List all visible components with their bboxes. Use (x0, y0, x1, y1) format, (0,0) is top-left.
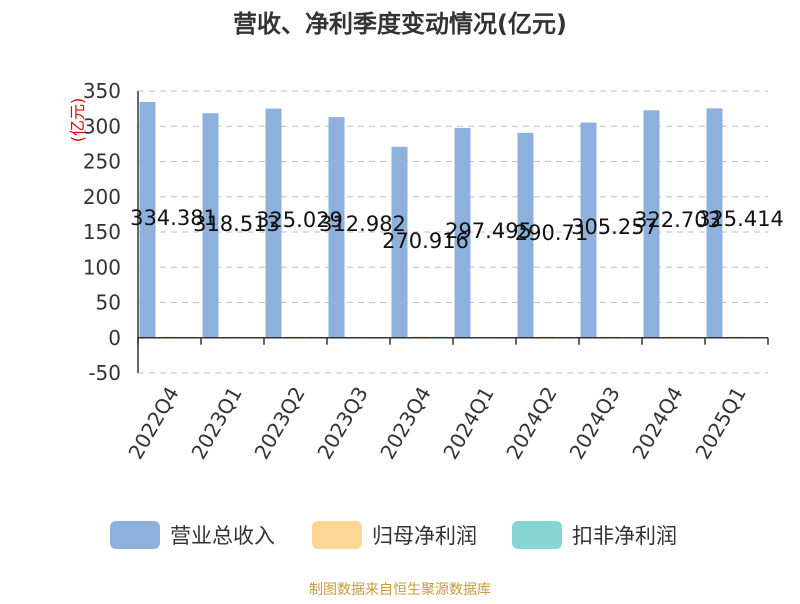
x-ticks-layer: 2022Q4 2023Q1 2023Q2 2023Q3 2023Q4 2024Q1 2024… (123, 383, 750, 464)
bar-s0-8 (643, 110, 660, 338)
y-tick-label-5: 100 (83, 255, 121, 279)
data-label-2: 325.029 (256, 208, 343, 232)
bar-s0-4 (391, 146, 408, 338)
y-tick-label-1: 300 (83, 114, 121, 138)
data-label-6: 290.71 (515, 221, 588, 245)
y-tick-label-7: 0 (108, 326, 121, 350)
x-tick-label-1: 2023Q1 (186, 383, 246, 464)
x-tick-label-7: 2024Q3 (564, 383, 624, 464)
data-label-9: 325.414 (697, 207, 784, 231)
chart-title: 营收、净利季度变动情况(亿元) (233, 10, 567, 38)
legend-label-2: 扣非净利润 (572, 524, 677, 548)
x-tick-label-5: 2024Q1 (438, 383, 498, 464)
bar-s0-1 (202, 113, 219, 338)
x-tick-label-4: 2023Q4 (375, 383, 435, 464)
legend-swatch-1 (312, 521, 362, 549)
legend-swatch-2 (512, 521, 562, 549)
x-tick-label-8: 2024Q4 (627, 383, 687, 464)
bar-s0-9 (706, 108, 723, 338)
bar-s0-2 (265, 108, 282, 338)
bar-s0-3 (328, 117, 345, 338)
bar-s0-7 (580, 122, 597, 338)
y-tick-label-2: 250 (83, 150, 121, 174)
x-tick-label-0: 2022Q4 (123, 383, 183, 464)
bar-s0-0 (139, 102, 156, 338)
bar-s0-6 (517, 132, 534, 338)
labels-layer: 334.381318.513325.029312.982270.916297.4… (130, 206, 784, 253)
data-label-8: 322.703 (634, 208, 721, 232)
data-label-7: 305.257 (571, 215, 658, 239)
data-label-0: 334.381 (130, 206, 217, 230)
data-label-5: 297.495 (445, 219, 532, 243)
grid-layer (138, 90, 768, 374)
y-tick-label-6: 50 (96, 291, 121, 315)
data-label-1: 318.513 (193, 212, 280, 236)
legend: 营业总收入 归母净利润 扣非净利润 (110, 521, 677, 549)
legend-label-0: 营业总收入 (170, 524, 275, 548)
data-label-4: 270.916 (382, 229, 469, 253)
y-ticks-layer: 350 300 250 200 150 100 50 0 -50 (83, 79, 121, 385)
x-tick-label-6: 2024Q2 (501, 383, 561, 464)
footer-source: 制图数据来自恒生聚源数据库 (309, 582, 491, 598)
legend-label-1: 归母净利润 (372, 524, 477, 548)
y-tick-label-0: 350 (83, 79, 121, 103)
x-tick-label-3: 2023Q3 (312, 383, 372, 464)
x-tick-label-9: 2025Q1 (690, 383, 750, 464)
axis-layer (137, 91, 769, 373)
y-axis-label: (亿元) (68, 98, 87, 143)
legend-swatch-0 (110, 521, 160, 549)
y-tick-label-3: 200 (83, 185, 121, 209)
y-tick-label-8: -50 (88, 361, 121, 385)
y-tick-label-4: 150 (83, 220, 121, 244)
x-tick-label-2: 2023Q2 (249, 383, 309, 464)
bar-s0-5 (454, 128, 471, 338)
data-label-3: 312.982 (319, 212, 406, 236)
